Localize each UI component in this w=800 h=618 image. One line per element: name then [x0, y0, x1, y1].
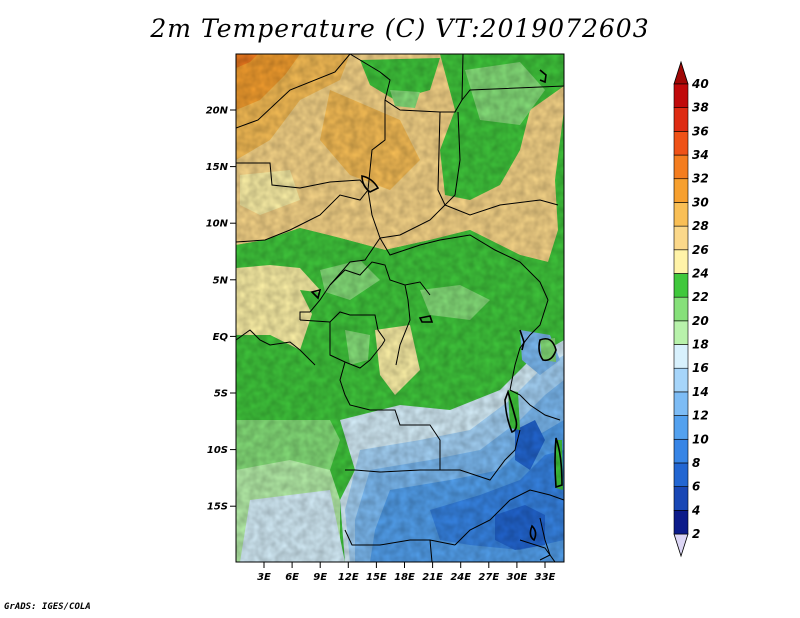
colorbar-segment — [673, 367, 689, 393]
footer-credit: GrADS: IGES/COLA — [4, 602, 91, 612]
longitude-labels: 3E 6E 9E 12E 15E 18E 21E 24E 27E 30E 33E — [257, 572, 555, 583]
colorbar-label: 22 — [692, 290, 709, 304]
lon-label: 6E — [285, 572, 299, 583]
lat-label: 5S — [214, 389, 228, 400]
colorbar-label: 26 — [692, 243, 709, 257]
lon-label: 9E — [313, 572, 327, 583]
lon-label: 33E — [535, 572, 556, 583]
colorbar-segment — [673, 438, 689, 464]
longitude-ticks — [263, 562, 546, 568]
colorbar-label: 36 — [692, 124, 709, 138]
colorbar-under-triangle — [673, 533, 689, 558]
colorbar — [673, 60, 689, 558]
lon-label: 24E — [450, 572, 471, 583]
lat-label: 10N — [206, 219, 229, 230]
colorbar-segment — [673, 273, 689, 298]
lon-label: 21E — [422, 572, 443, 583]
colorbar-label: 14 — [692, 385, 709, 399]
colorbar-segment — [673, 83, 689, 108]
lat-label: 15S — [207, 502, 228, 513]
colorbar-segment — [673, 202, 689, 227]
colorbar-segment — [673, 225, 689, 251]
map-frame — [235, 53, 565, 563]
country-boundaries — [236, 54, 564, 562]
lat-label: 20N — [206, 106, 229, 117]
colorbar-segment — [673, 178, 689, 203]
lon-label: 18E — [394, 572, 415, 583]
colorbar-label: 38 — [692, 101, 709, 115]
colorbar-segment — [673, 391, 689, 416]
lon-label: 30E — [507, 572, 528, 583]
temperature-field — [236, 54, 564, 562]
colorbar-label: 28 — [692, 219, 709, 233]
colorbar-label: 40 — [691, 77, 709, 91]
colorbar-label: 8 — [692, 456, 700, 470]
lon-label: 27E — [478, 572, 499, 583]
colorbar-segment — [673, 296, 689, 322]
colorbar-segment — [673, 320, 689, 345]
colorbar-segment — [673, 249, 689, 274]
lake-outlines — [310, 69, 563, 542]
latitude-labels: 20N 15N 10N 5N EQ 5S 10S 15S — [206, 106, 229, 513]
colorbar-label: 24 — [692, 266, 709, 280]
lat-label: 15N — [206, 162, 229, 173]
colorbar-label: 10 — [692, 432, 709, 446]
colorbar-segment — [673, 462, 689, 487]
lon-label: 3E — [257, 572, 271, 583]
latitude-ticks — [230, 109, 236, 507]
colorbar-segment — [673, 344, 689, 369]
lon-label: 12E — [338, 572, 359, 583]
map-title: 2m Temperature (C) VT:2019072603 — [150, 14, 650, 43]
colorbar-label: 30 — [692, 195, 709, 209]
colorbar-label: 12 — [692, 409, 709, 423]
lat-label: 10S — [207, 445, 228, 456]
colorbar-over-triangle — [673, 60, 689, 85]
colorbar-label: 18 — [692, 338, 709, 352]
colorbar-label: 2 — [692, 527, 700, 541]
lat-label: 5N — [213, 275, 229, 286]
colorbar-segment — [673, 107, 689, 132]
colorbar-label: 4 — [691, 503, 700, 517]
colorbar-label: 32 — [692, 172, 709, 186]
lon-label: 15E — [366, 572, 387, 583]
colorbar-label: 20 — [692, 314, 709, 328]
colorbar-segment — [673, 510, 689, 535]
colorbar-label: 6 — [692, 480, 700, 494]
colorbar-segment — [673, 131, 689, 156]
colorbar-label: 16 — [692, 361, 709, 375]
lat-label: EQ — [213, 332, 229, 343]
colorbar-label: 34 — [692, 148, 709, 162]
colorbar-segment — [673, 486, 689, 511]
colorbar-segment — [673, 154, 689, 180]
colorbar-segment — [673, 415, 689, 440]
